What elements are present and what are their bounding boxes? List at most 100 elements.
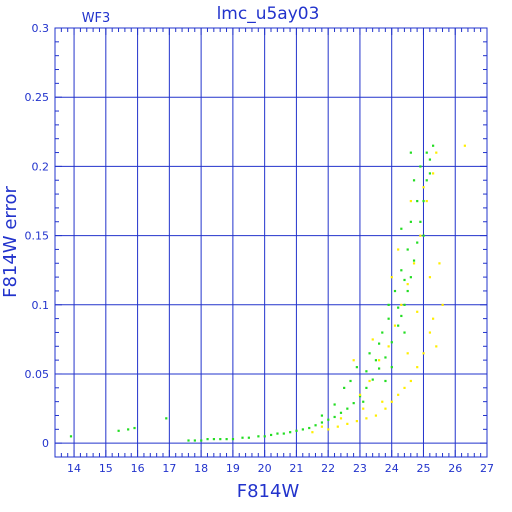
data-point [416, 310, 419, 313]
data-point [412, 259, 416, 262]
x-tick-label: 27 [480, 462, 494, 475]
data-point [212, 438, 216, 441]
data-point [358, 395, 362, 398]
data-point [438, 262, 441, 265]
data-point [219, 438, 222, 441]
x-tick-label: 21 [289, 462, 303, 475]
data-point [403, 386, 406, 390]
data-point [295, 429, 298, 432]
data-point [435, 345, 438, 348]
data-point [69, 435, 73, 438]
chart-title: lmc_u5ay03 [217, 4, 320, 24]
data-point [320, 421, 324, 424]
data-point [339, 417, 343, 420]
data-point [133, 426, 136, 430]
x-tick-label: 22 [321, 462, 335, 475]
data-point [397, 324, 400, 327]
data-point [371, 378, 374, 381]
data-point [346, 422, 349, 425]
x-tick-label: 25 [416, 462, 430, 475]
data-point [409, 276, 412, 279]
data-point [257, 435, 260, 438]
data-point [419, 220, 422, 223]
data-point [311, 431, 314, 434]
data-point [432, 172, 435, 175]
data-point [441, 303, 444, 306]
data-point [384, 379, 387, 383]
data-point [308, 426, 311, 430]
data-point [387, 345, 390, 348]
data-point [422, 186, 425, 189]
data-point [343, 386, 346, 390]
x-tick-label: 19 [226, 462, 240, 475]
data-point [432, 317, 435, 320]
data-point [241, 436, 244, 439]
data-point [206, 438, 209, 441]
y-tick-label: 0.2 [32, 160, 50, 173]
chart-subtitle: WF3 [82, 11, 111, 26]
data-point [403, 278, 406, 282]
data-point [422, 352, 425, 355]
data-point [336, 425, 339, 428]
data-point [387, 317, 390, 320]
data-point [425, 199, 428, 203]
data-point [403, 303, 406, 306]
data-point [368, 379, 371, 383]
y-tick-label: 0.15 [25, 230, 50, 243]
x-tick-label: 16 [131, 462, 145, 475]
data-point [193, 439, 196, 442]
data-point [425, 151, 428, 154]
x-tick-label: 15 [99, 462, 113, 475]
x-tick-label: 20 [258, 462, 272, 475]
data-points [69, 144, 466, 442]
data-point [352, 359, 355, 362]
data-point [320, 414, 324, 417]
y-tick-label: 0 [42, 437, 49, 450]
data-point [374, 414, 378, 417]
data-point [397, 248, 400, 251]
x-tick-label: 24 [385, 462, 399, 475]
y-axis-label: F814W error [0, 186, 21, 298]
data-point [327, 418, 330, 421]
data-point [400, 269, 403, 272]
data-point [127, 428, 130, 431]
data-point [339, 411, 343, 414]
data-point [378, 342, 381, 345]
data-point [390, 400, 393, 403]
data-point [346, 407, 349, 410]
data-point [365, 417, 368, 420]
y-tick-label: 0.25 [25, 91, 50, 104]
data-point [419, 165, 422, 168]
data-point [333, 403, 336, 406]
x-tick-label: 17 [162, 462, 176, 475]
data-point [387, 303, 390, 306]
y-tick-label: 0.1 [32, 299, 50, 312]
data-point [400, 227, 403, 230]
data-point [393, 289, 397, 293]
data-point [428, 276, 432, 279]
x-tick-label: 14 [67, 462, 81, 475]
x-tick-label: 23 [353, 462, 367, 475]
data-point [314, 424, 317, 427]
data-point [225, 438, 228, 441]
data-point [165, 417, 168, 420]
data-point [327, 428, 330, 431]
data-point [432, 144, 435, 147]
data-point [390, 366, 393, 369]
data-point [349, 379, 352, 383]
data-point [117, 429, 120, 432]
data-point [435, 151, 438, 154]
data-point [247, 436, 250, 439]
y-tick-label: 0.3 [32, 22, 50, 35]
data-point [362, 400, 365, 403]
data-point [371, 338, 374, 341]
data-point [333, 415, 336, 419]
data-point [187, 439, 190, 442]
tick-marks [54, 27, 488, 457]
y-tick-labels: 0 0.05 0.1 0.15 0.2 0.25 0.3 [25, 22, 50, 450]
data-point [422, 199, 425, 203]
data-point [374, 359, 378, 362]
data-point [400, 303, 403, 306]
data-point [403, 331, 406, 334]
